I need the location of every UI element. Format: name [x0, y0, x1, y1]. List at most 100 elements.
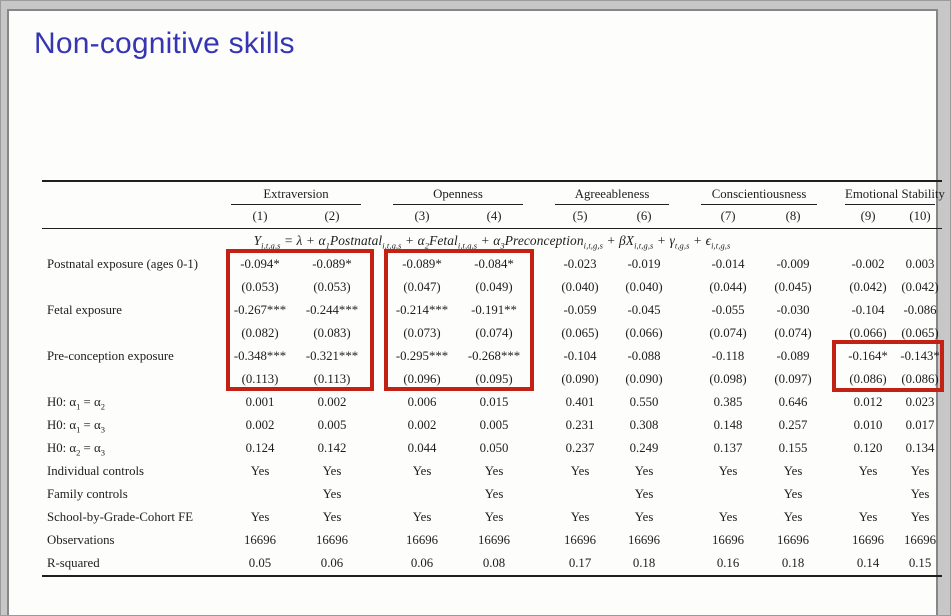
value-cell: 0.550	[629, 395, 659, 409]
value-cell: -0.009	[776, 257, 810, 271]
value-cell: (0.066)	[849, 326, 887, 340]
value-cell: 0.249	[629, 441, 659, 455]
column-gap	[530, 180, 549, 205]
column-number: (8)	[762, 205, 825, 229]
column-number: (1)	[224, 205, 296, 229]
column-number: (3)	[386, 205, 459, 229]
value-cell: 0.08	[458, 552, 531, 577]
value-cell: -0.019	[627, 257, 661, 271]
column-gap	[824, 180, 839, 205]
value-cell: 16696	[712, 533, 745, 547]
value-cell: -0.104	[851, 303, 885, 317]
value-cell: 0.010	[853, 418, 883, 432]
value-cell: -0.104	[563, 349, 597, 363]
row-label: Individual controls	[47, 464, 145, 478]
value-cell: Yes	[858, 510, 878, 524]
column-gap	[368, 253, 386, 276]
value-cell: Yes	[412, 510, 432, 524]
value-cell: -0.244***	[305, 303, 359, 317]
column-gap	[824, 414, 838, 437]
column-gap	[368, 437, 386, 460]
value-cell: -0.191**	[471, 303, 517, 317]
column-gap	[824, 345, 838, 368]
value-cell: (0.096)	[403, 372, 441, 386]
value-cell: -0.321***	[305, 349, 359, 363]
row-label	[42, 368, 224, 391]
value-cell: Yes	[910, 510, 930, 524]
column-gap	[368, 276, 386, 299]
value-cell: Yes	[718, 510, 738, 524]
value-cell: (0.073)	[403, 326, 441, 340]
row-label: Postnatal exposure (ages 0-1)	[47, 257, 199, 271]
value-cell: (0.086)	[849, 372, 887, 386]
column-gap	[530, 483, 548, 506]
table-row: Fetal exposure -0.267*** -0.244*** -0.214**…	[42, 299, 942, 322]
group-label: Emotional Stability	[845, 187, 945, 205]
column-gap	[824, 483, 838, 506]
value-cell: 16696	[904, 533, 937, 547]
value-cell: 0.17	[548, 552, 613, 577]
column-number: (5)	[548, 205, 613, 229]
column-gap	[368, 483, 386, 506]
value-cell: 0.155	[778, 441, 808, 455]
value-cell: 0.017	[905, 418, 935, 432]
value-cell: 0.257	[778, 418, 808, 432]
column-number: (2)	[296, 205, 369, 229]
table-row: H0: α1 = α2 0.001 0.002 0.006 0.015 0.401 0.55…	[42, 391, 942, 414]
equation-row: Yi,t,g,s = λ + α1Postnatali,t,g,s + α2Fe…	[42, 229, 942, 254]
column-gap	[676, 322, 694, 345]
value-cell: Yes	[910, 487, 930, 501]
column-gap	[368, 180, 387, 205]
row-label: R-squared	[42, 552, 224, 577]
value-cell: Yes	[783, 510, 803, 524]
column-gap	[368, 460, 386, 483]
value-cell: -0.023	[563, 257, 597, 271]
column-number: (9)	[838, 205, 899, 229]
value-cell: 16696	[244, 533, 276, 547]
value-cell: Yes	[484, 464, 504, 478]
value-cell: Yes	[634, 487, 654, 501]
value-cell: 0.646	[778, 395, 808, 409]
group-label: Openness	[393, 187, 524, 205]
value-cell: (0.086)	[901, 372, 939, 386]
column-gap	[676, 253, 694, 276]
column-gap	[676, 391, 694, 414]
value-cell: -0.267***	[233, 303, 287, 317]
value-cell: 0.003	[905, 257, 935, 271]
table-row: (0.082) (0.083) (0.073) (0.074) (0.065) (0.06…	[42, 322, 942, 345]
group-header: Openness	[386, 180, 531, 205]
table-row: Pre-conception exposure -0.348*** -0.321**…	[42, 345, 942, 368]
column-number-row: (1) (2) (3) (4) (5) (6) (7) (8) (9) (10)	[42, 205, 943, 229]
row-label: H0: α2 = α3	[47, 441, 105, 458]
value-cell: (0.113)	[241, 372, 279, 386]
value-cell: -0.295***	[395, 349, 449, 363]
value-cell: Yes	[910, 464, 930, 478]
value-cell: -0.030	[776, 303, 810, 317]
value-cell: Yes	[484, 510, 504, 524]
table-row: Individual controls Yes Yes Yes Yes Yes Yes Yes…	[42, 460, 942, 483]
group-header: Conscientiousness	[694, 180, 825, 205]
value-cell: 0.148	[713, 418, 743, 432]
column-gap	[530, 345, 548, 368]
column-gap	[530, 437, 548, 460]
value-cell: 0.050	[479, 441, 509, 455]
column-number: (4)	[458, 205, 531, 229]
value-cell: Yes	[570, 464, 590, 478]
value-cell: (0.042)	[901, 280, 939, 294]
value-cell: 0.134	[905, 441, 935, 455]
column-gap	[676, 552, 695, 577]
column-gap	[824, 506, 838, 529]
value-cell: 0.002	[407, 418, 437, 432]
column-gap	[530, 391, 548, 414]
table-row: H0: α2 = α3 0.124 0.142 0.044 0.050 0.237 0.24…	[42, 437, 942, 460]
value-cell: 0.18	[762, 552, 825, 577]
value-cell: (0.083)	[313, 326, 351, 340]
regression-table: Extraversion Openness Agreeableness Conscie…	[42, 180, 945, 577]
value-cell: (0.053)	[313, 280, 351, 294]
value-cell: (0.049)	[475, 280, 513, 294]
table-row: Postnatal exposure (ages 0-1) -0.094* -0.0…	[42, 253, 942, 276]
column-gap	[676, 276, 694, 299]
value-cell: (0.090)	[625, 372, 663, 386]
value-cell: 0.005	[317, 418, 347, 432]
group-header: Agreeableness	[548, 180, 677, 205]
